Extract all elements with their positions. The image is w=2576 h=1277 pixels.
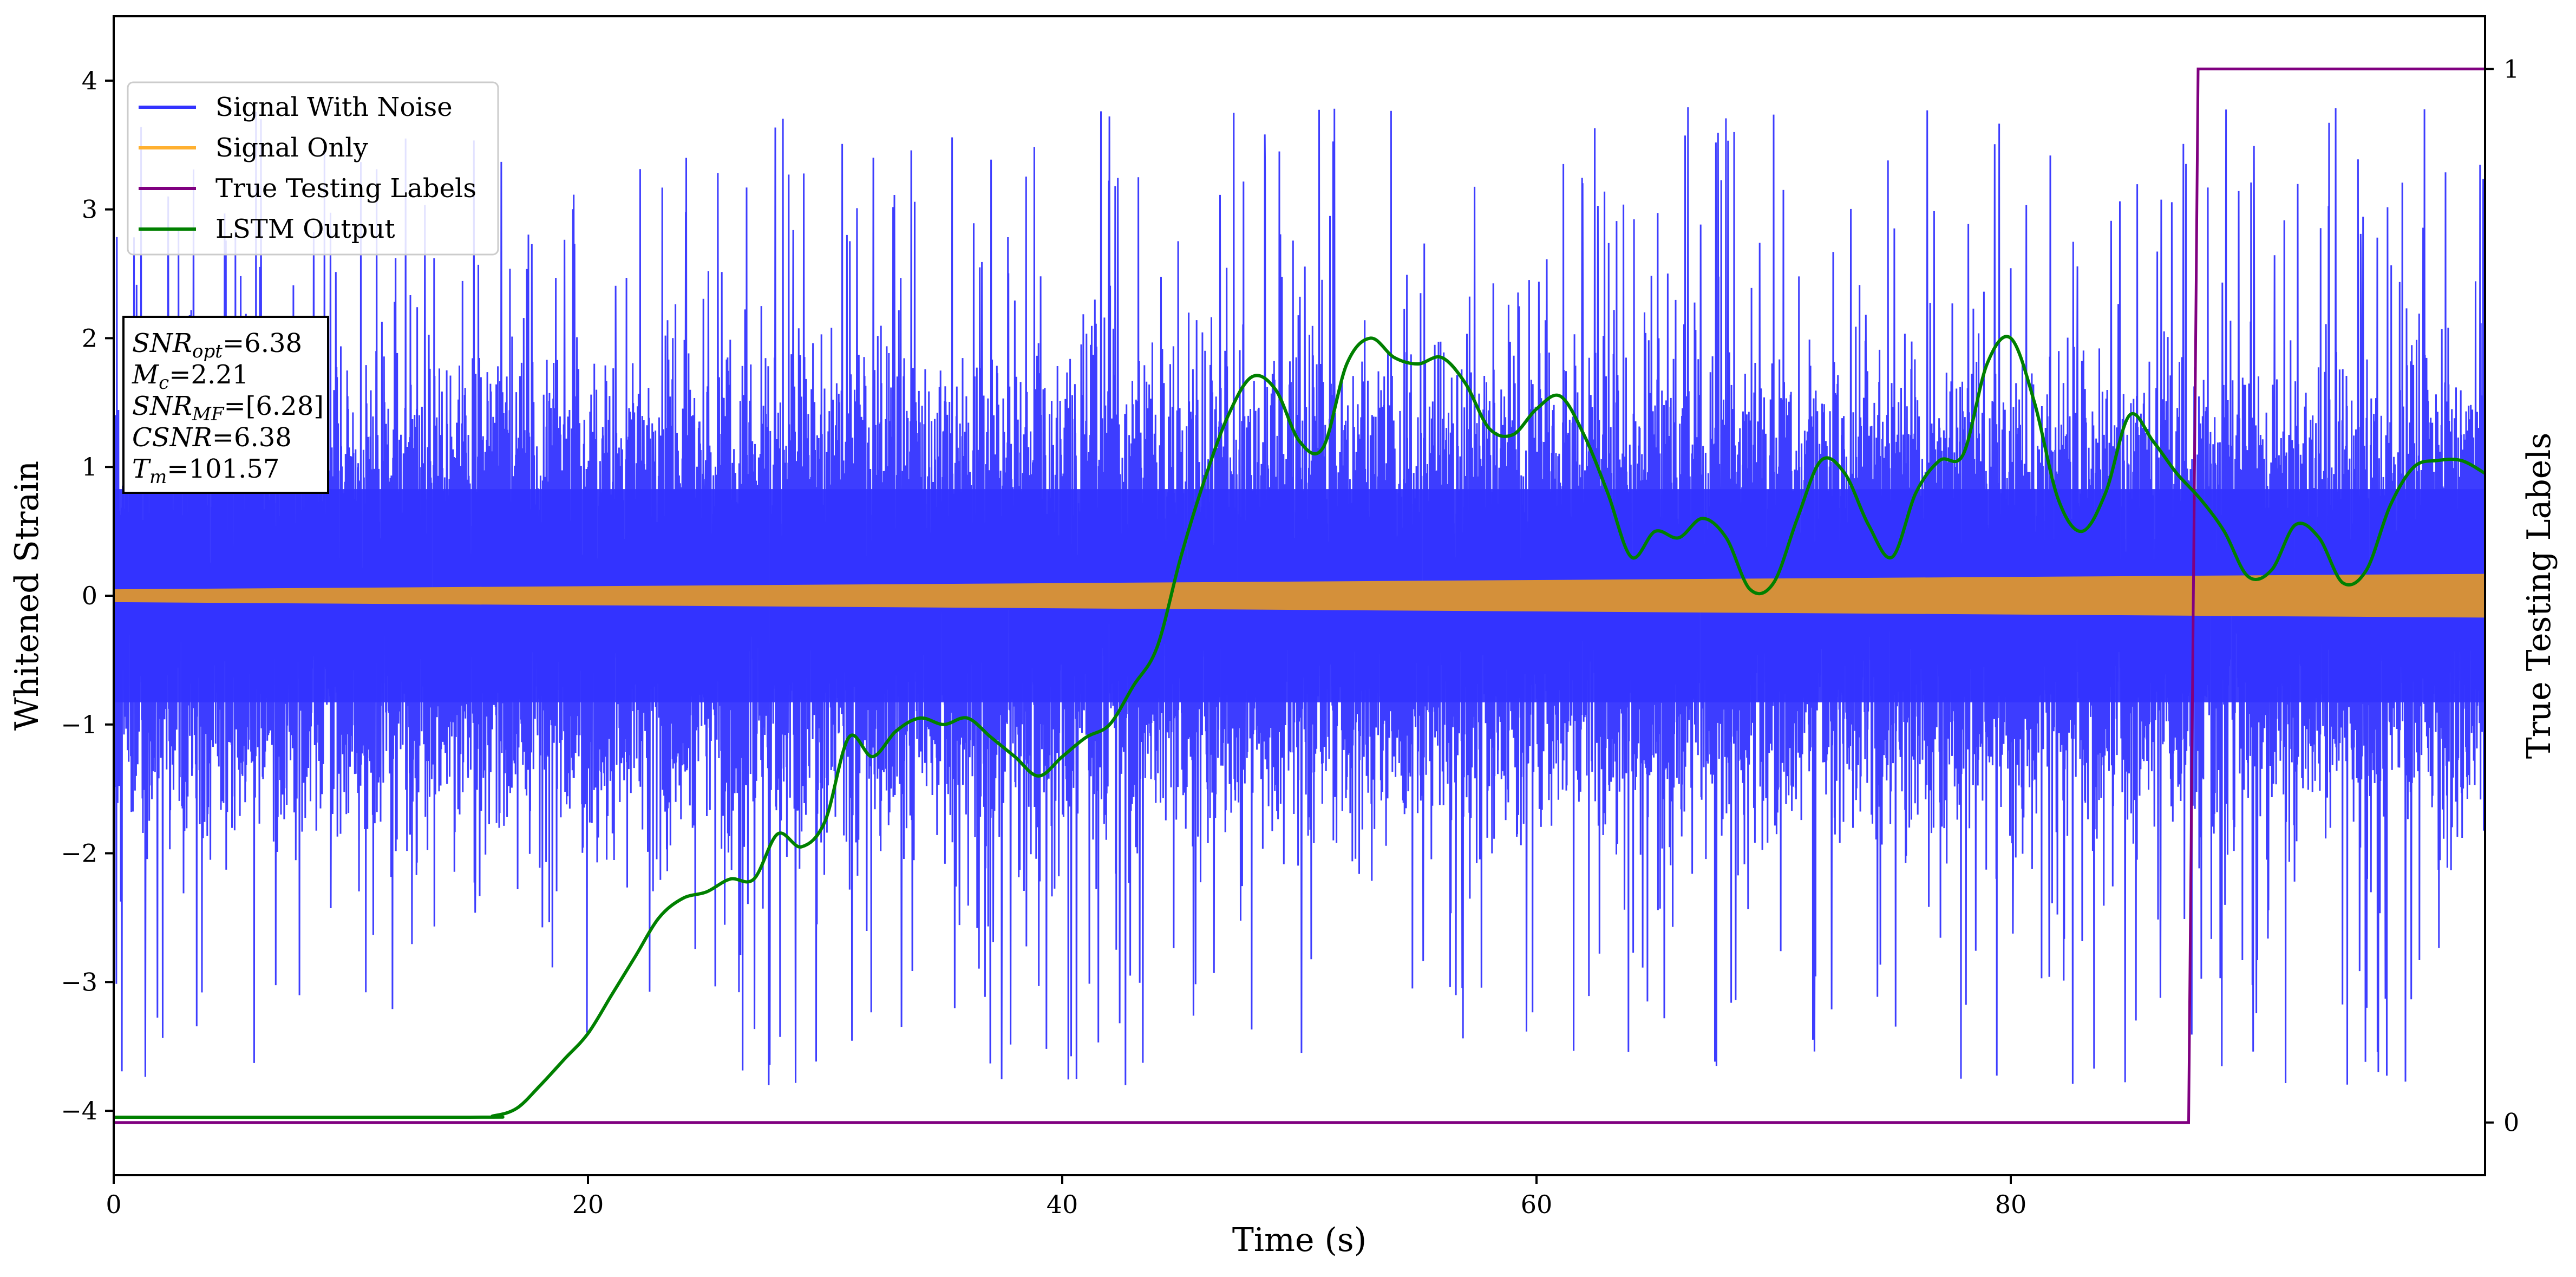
x-axis-title: Time (s) — [1232, 1221, 1367, 1259]
left-y-axis-ticks: −4 −3 −2 −1 0 1 2 3 4 — [61, 66, 114, 1125]
true-testing-labels-line — [114, 67, 2485, 1124]
stats-box — [122, 316, 329, 494]
stats-line: SNRMF=[6.28] — [132, 391, 324, 425]
x-axis-ticks: 0 20 40 60 80 — [106, 1175, 2026, 1219]
y-tick-label: −1 — [61, 710, 97, 739]
y-tick-label: 3 — [82, 195, 97, 224]
legend-frame — [127, 81, 499, 256]
stats-line: SNRopt=6.38 — [132, 328, 302, 362]
lstm-output-series — [114, 335, 2485, 1119]
stats-line: Mc=2.21 — [132, 360, 249, 394]
stats-line: CSNR=6.38 — [132, 422, 292, 453]
y-tick-label: −2 — [61, 839, 97, 868]
stats-annotation: SNRopt=6.38Mc=2.21SNRMF=[6.28]CSNR=6.38T… — [122, 316, 329, 494]
x-tick-label: 40 — [1047, 1190, 1078, 1219]
y-axis-title: Whitened Strain — [8, 461, 46, 731]
y-tick-label: 2 — [82, 323, 97, 353]
legend-label: Signal Only — [215, 133, 368, 163]
legend-label: LSTM Output — [215, 214, 395, 244]
x-tick-label: 20 — [572, 1190, 604, 1219]
legend: Signal With Noise Signal Only True Testing… — [127, 81, 499, 256]
x-tick-label: 80 — [1995, 1190, 2027, 1219]
y-tick-label: 1 — [82, 452, 97, 481]
x-tick-label: 60 — [1521, 1190, 1553, 1219]
lstm-output-line — [114, 335, 2485, 1119]
y-tick-label: −3 — [61, 967, 97, 996]
plot-area — [114, 67, 2485, 1124]
y-tick-label: −4 — [61, 1096, 97, 1125]
true-testing-labels-series — [114, 67, 2485, 1124]
legend-label: Signal With Noise — [215, 92, 453, 122]
y2-tick-label: 0 — [2503, 1108, 2519, 1137]
stats-line: Tm=101.57 — [132, 454, 279, 488]
y2-tick-label: 1 — [2503, 54, 2519, 83]
legend-label: True Testing Labels — [215, 173, 476, 204]
y-tick-label: 4 — [82, 66, 97, 95]
x-tick-label: 0 — [106, 1190, 121, 1219]
signal-only-series — [114, 574, 2485, 618]
right-y-axis-title: True Testing Labels — [2520, 433, 2558, 759]
signal-only-band — [114, 574, 2485, 618]
y-tick-label: 0 — [82, 581, 97, 610]
right-y-axis-ticks: 01 — [2485, 54, 2519, 1137]
